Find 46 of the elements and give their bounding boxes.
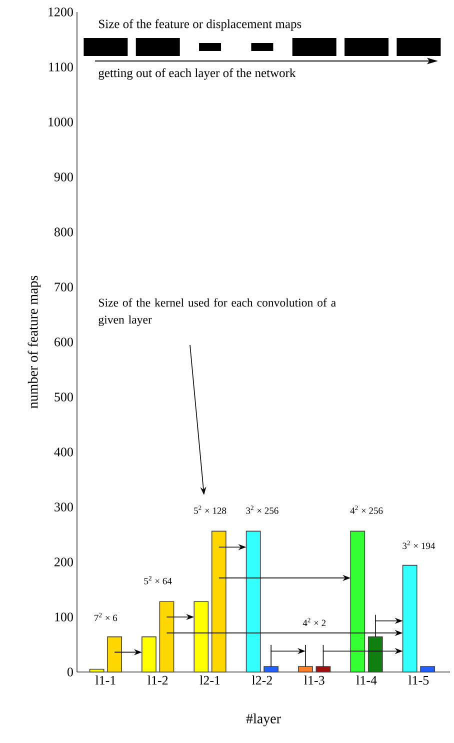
y-tick-label: 1200 [48,8,73,16]
x-tick-label: l1-1 [95,676,116,685]
x-tick-label: l1-4 [356,676,377,685]
annotation: 3$^{2}$ × 256 [246,506,278,514]
bar [194,601,209,672]
annotation: getting out of each layer of the network [98,68,296,80]
bar [420,666,436,672]
y-tick-label: 400 [54,448,73,456]
annotation: 5$^{2}$ × 128 [194,506,226,514]
annotation: 5$^{2}$ × 64 [144,576,172,584]
bar [316,666,331,672]
bar [211,530,226,672]
y-tick-label: 900 [54,172,73,182]
x-tick-label: l2-2 [252,676,272,685]
bar [159,601,174,672]
annotation: Size of the feature or displacement maps [99,19,302,31]
bar [264,666,278,672]
bar [350,530,366,672]
x-axis-title: #layer [246,714,281,726]
y-tick-label: 600 [54,338,73,346]
bar [368,636,383,672]
x-tick-label: l1-3 [304,676,324,685]
y-tick-label: 0 [67,668,73,676]
bar [402,564,418,672]
annotation: 4$^{2}$ × 2 [302,618,326,626]
y-tick-label: 1000 [48,118,73,126]
y-tick-label: 800 [54,228,73,236]
bar [107,636,122,672]
y-tick-label: 1100 [49,62,73,72]
y-axis-title: number of feature maps [28,276,41,408]
bar [89,668,104,672]
x-tick-label: l1-5 [408,676,429,685]
annotation: Size of the kernel used for each convolution of a given layer [98,298,336,326]
annotation: 4$^{2}$ × 256 [350,506,383,514]
y-tick-label: 700 [54,282,73,292]
x-tick-label: l1-2 [148,676,168,685]
bar [298,666,313,672]
annotation: 3$^{2}$ × 194 [402,540,436,550]
y-tick-label: 100 [55,612,73,622]
annotation: 7$^{2}$ × 6 [94,612,118,622]
y-tick-label: 500 [54,392,73,402]
x-tick-label: l2-1 [200,676,220,685]
y-tick-label: 200 [54,558,73,566]
bar [246,530,261,672]
bar [142,636,156,672]
y-tick-label: 300 [54,502,73,512]
